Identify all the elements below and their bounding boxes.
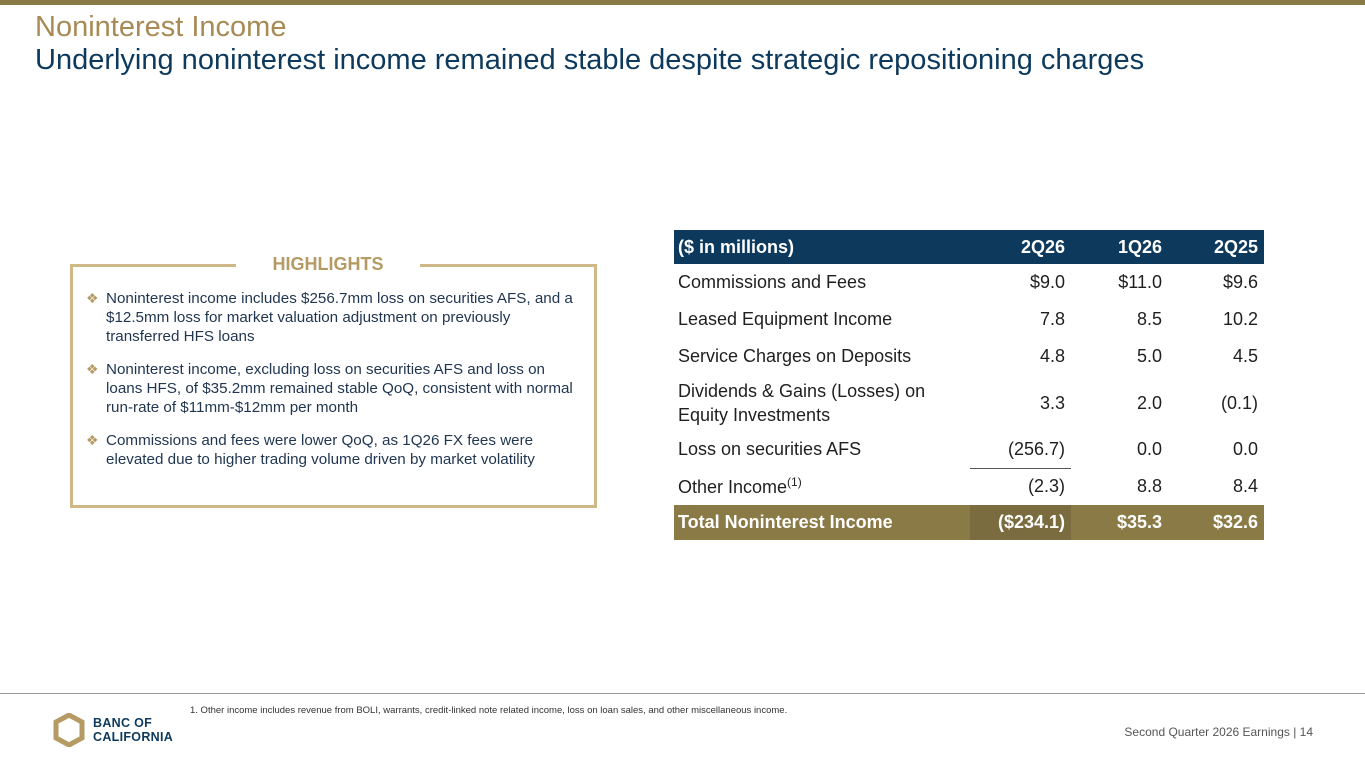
cell-value: (256.7) <box>1007 438 1065 459</box>
table-row: Leased Equipment Income 7.8 8.5 10.2 <box>674 301 1264 338</box>
row-label-line: Dividends & Gains (Losses) on <box>678 381 926 401</box>
cell-value: (2.3) <box>970 467 1071 505</box>
cell-value: 7.8 <box>1039 309 1065 329</box>
column-header: 2Q25 <box>1213 236 1258 257</box>
row-label: Other Income(1) <box>674 468 970 505</box>
page-title: Noninterest Income <box>35 11 287 43</box>
noninterest-income-table: ($ in millions) 2Q26 1Q26 2Q25 Commissio… <box>674 230 1264 540</box>
table-row: Dividends & Gains (Losses) on Equity Inv… <box>674 375 1264 431</box>
total-row: Total Noninterest Income ($234.1) $35.3 … <box>674 505 1264 540</box>
page-subtitle: Underlying noninterest income remained s… <box>35 44 1145 76</box>
page-footer-label: Second Quarter 2026 Earnings | 14 <box>1124 725 1313 739</box>
row-label: Leased Equipment Income <box>678 309 893 329</box>
highlight-item: ❖ Noninterest income includes $256.7mm l… <box>86 289 576 346</box>
footnote-marker: (1) <box>787 475 802 489</box>
cell-value: 8.8 <box>1136 476 1162 496</box>
top-accent-bar <box>0 0 1365 5</box>
row-label-line: Equity Investments <box>678 405 831 425</box>
column-header: 2Q26 <box>1020 236 1065 257</box>
footnote: 1. Other income includes revenue from BO… <box>190 705 788 716</box>
table-row: Other Income(1) (2.3) 8.8 8.4 <box>674 467 1264 505</box>
highlights-list: ❖ Noninterest income includes $256.7mm l… <box>86 289 576 483</box>
row-label: Loss on securities AFS <box>678 439 862 459</box>
footer-divider <box>0 693 1365 694</box>
table-header-row: ($ in millions) 2Q26 1Q26 2Q25 <box>674 230 1264 264</box>
cell-value: 0.0 <box>1136 439 1162 459</box>
diamond-bullet-icon: ❖ <box>86 290 99 306</box>
cell-value: 5.0 <box>1136 346 1162 366</box>
logo-line: CALIFORNIA <box>93 730 174 744</box>
highlight-text: Noninterest income includes $256.7mm los… <box>106 290 573 345</box>
row-label: Dividends & Gains (Losses) on Equity Inv… <box>674 375 970 431</box>
cell-value: 8.5 <box>1136 309 1162 329</box>
row-label: Commissions and Fees <box>678 272 867 292</box>
diamond-bullet-icon: ❖ <box>86 432 99 448</box>
cell-value: $9.6 <box>1222 272 1258 292</box>
row-label-text: Other Income <box>678 477 788 497</box>
cell-value: 10.2 <box>1222 309 1258 329</box>
highlight-item: ❖ Noninterest income, excluding loss on … <box>86 360 576 417</box>
cell-value: $35.3 <box>1116 512 1162 532</box>
cell-value: $11.0 <box>1118 272 1162 292</box>
cell-value: 3.3 <box>1039 392 1065 413</box>
bank-logo-icon <box>53 713 85 747</box>
highlight-text: Commissions and fees were lower QoQ, as … <box>106 432 535 468</box>
cell-value: (0.1) <box>1220 392 1258 413</box>
diamond-bullet-icon: ❖ <box>86 361 99 377</box>
highlight-item: ❖ Commissions and fees were lower QoQ, a… <box>86 431 576 469</box>
highlight-text: Noninterest income, excluding loss on se… <box>106 361 573 416</box>
cell-value: 8.4 <box>1232 476 1258 496</box>
row-label: Service Charges on Deposits <box>678 346 912 366</box>
cell-value: 4.8 <box>1039 346 1065 366</box>
cell-value: $32.6 <box>1212 512 1258 532</box>
logo-text: BANC OF CALIFORNIA <box>93 716 173 744</box>
cell-value: ($234.1) <box>970 505 1071 540</box>
table-row: Loss on securities AFS (256.7) 0.0 0.0 <box>674 431 1264 468</box>
highlights-title: HIGHLIGHTS <box>236 253 420 275</box>
table-row: Commissions and Fees $9.0 $11.0 $9.6 <box>674 264 1264 301</box>
cell-value: 0.0 <box>1232 439 1258 459</box>
row-label: Total Noninterest Income <box>678 512 893 532</box>
column-header: 1Q26 <box>1117 236 1162 257</box>
cell-value: 4.5 <box>1232 346 1258 366</box>
logo-line: BANC OF <box>93 716 153 730</box>
cell-value: 2.0 <box>1136 392 1162 413</box>
table-row: Service Charges on Deposits 4.8 5.0 4.5 <box>674 338 1264 375</box>
cell-value: $9.0 <box>1029 272 1065 292</box>
column-header: ($ in millions) <box>678 236 795 257</box>
